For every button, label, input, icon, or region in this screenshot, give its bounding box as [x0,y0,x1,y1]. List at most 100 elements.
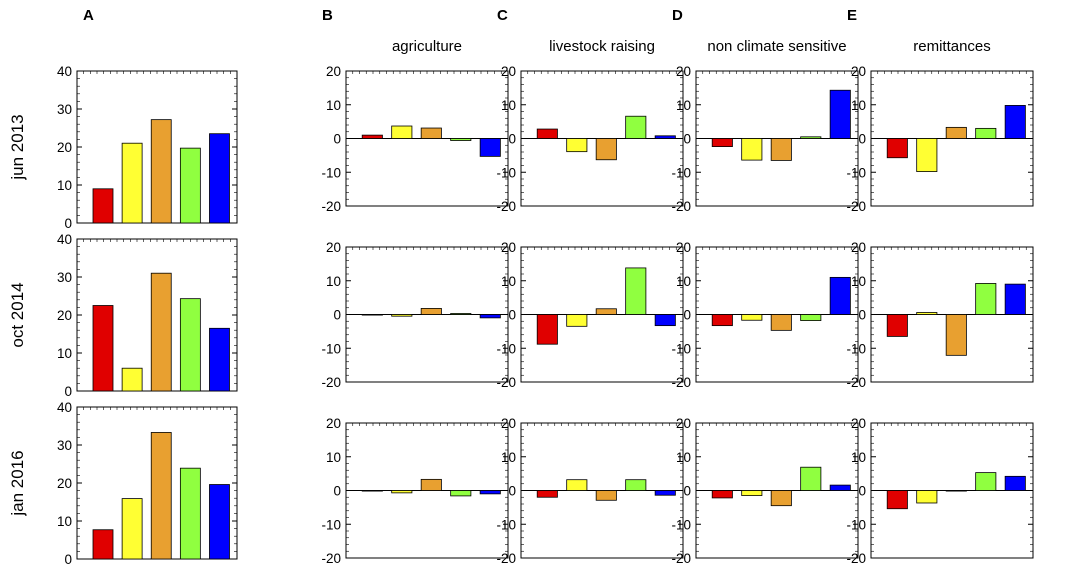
y-tick-label-b-2-0: -20 [321,551,341,566]
y-tick-label-b-2-3: 10 [326,450,341,465]
bar-d-2-4 [829,484,851,491]
y-tick-label-a-0-2: 20 [57,140,72,155]
bar-a-0-0 [92,188,114,224]
bar-c-2-3 [625,479,647,491]
y-tick-label-c-2-2: 0 [508,484,516,499]
bar-b-0-3 [450,138,472,141]
bar-b-0-1 [391,125,413,139]
bar-a-2-2 [150,432,172,560]
panel-letter-a: A [83,7,94,24]
y-tick-label-b-0-4: 20 [326,64,341,79]
bar-d-0-4 [829,89,851,139]
y-tick-label-b-1-3: 10 [326,274,341,289]
bar-e-2-1 [916,490,938,504]
y-tick-label-c-2-1: -10 [496,517,516,532]
column-title-2: livestock raising [549,38,655,55]
column-title-4: remittances [913,38,991,55]
bar-e-1-0 [886,314,908,337]
y-tick-label-d-0-2: 0 [683,132,691,147]
bar-b-2-1 [391,490,413,494]
bar-a-0-1 [121,142,143,224]
bar-e-1-1 [916,312,938,315]
y-tick-label-d-0-4: 20 [676,64,691,79]
bar-c-0-0 [536,128,558,139]
bar-d-1-1 [741,314,763,321]
y-tick-label-a-0-3: 30 [57,102,72,117]
y-tick-label-e-0-0: -20 [846,199,866,214]
bar-e-1-4 [1004,283,1026,315]
bar-e-0-2 [945,126,967,139]
bar-d-0-2 [770,138,792,161]
y-tick-label-a-0-4: 40 [57,64,72,79]
y-tick-label-d-2-4: 20 [676,416,691,431]
y-tick-label-d-2-3: 10 [676,450,691,465]
bar-a-2-3 [179,467,201,560]
y-tick-label-c-0-0: -20 [496,199,516,214]
bar-b-1-0 [361,314,383,316]
y-tick-label-a-1-4: 40 [57,232,72,247]
bar-b-0-4 [479,138,501,157]
y-tick-label-b-1-2: 0 [333,308,341,323]
bar-c-2-4 [654,490,676,496]
y-tick-label-b-0-0: -20 [321,199,341,214]
bar-c-0-2 [595,138,617,161]
bar-c-0-3 [625,115,647,139]
y-tick-label-d-2-2: 0 [683,484,691,499]
bar-d-2-0 [711,490,733,499]
y-tick-label-d-1-3: 10 [676,274,691,289]
row-label-2: jan 2016 [8,450,27,516]
bar-c-1-1 [566,314,588,327]
bar-b-1-1 [391,314,413,317]
y-tick-label-a-2-2: 20 [57,476,72,491]
y-tick-label-c-2-0: -20 [496,551,516,566]
panel-letter-b: B [322,7,333,24]
bar-d-2-2 [770,490,792,507]
y-tick-label-a-1-1: 10 [57,346,72,361]
y-tick-label-d-1-2: 0 [683,308,691,323]
y-tick-label-a-1-0: 0 [64,384,72,399]
y-tick-label-c-1-4: 20 [501,240,516,255]
row-label-0: jun 2013 [8,114,27,180]
y-tick-label-e-0-2: 0 [858,132,866,147]
bar-a-2-4 [209,484,230,560]
bar-b-2-3 [450,490,472,497]
panel-letter-e: E [847,7,857,24]
bar-b-1-4 [479,314,501,319]
y-tick-label-d-2-0: -20 [671,551,691,566]
bar-c-1-4 [654,314,676,327]
bar-a-0-4 [209,133,230,224]
column-title-3: non climate sensitive [707,38,846,55]
y-tick-label-b-0-1: -10 [321,165,341,180]
y-tick-label-a-0-1: 10 [57,178,72,193]
y-tick-label-a-2-0: 0 [64,552,72,567]
bar-a-2-0 [92,529,114,560]
bar-c-1-0 [536,314,558,345]
bar-d-0-3 [800,136,822,139]
bar-b-2-2 [420,478,442,491]
y-tick-label-e-2-0: -20 [846,551,866,566]
bar-b-2-4 [479,490,501,495]
bar-e-2-2 [945,490,967,492]
bar-b-1-3 [450,313,472,315]
y-tick-label-a-2-4: 40 [57,400,72,415]
bar-d-1-0 [711,314,733,327]
y-tick-label-e-0-4: 20 [851,64,866,79]
y-tick-label-d-0-3: 10 [676,98,691,113]
y-tick-label-b-0-2: 0 [333,132,341,147]
y-tick-label-c-1-0: -20 [496,375,516,390]
y-tick-label-b-2-1: -10 [321,517,341,532]
y-tick-label-e-1-1: -10 [846,341,866,356]
y-tick-label-e-1-0: -20 [846,375,866,390]
y-tick-label-e-1-3: 10 [851,274,866,289]
y-tick-label-a-2-3: 30 [57,438,72,453]
y-tick-label-b-2-2: 0 [333,484,341,499]
bar-a-1-1 [121,367,143,392]
panel-letter-c: C [497,7,508,24]
bar-c-1-3 [625,267,647,315]
y-tick-label-d-0-1: -10 [671,165,691,180]
bar-b-0-2 [420,127,442,139]
y-tick-label-e-2-1: -10 [846,517,866,532]
y-tick-label-a-1-2: 20 [57,308,72,323]
bar-c-2-1 [566,479,588,491]
bar-b-2-0 [361,490,383,492]
